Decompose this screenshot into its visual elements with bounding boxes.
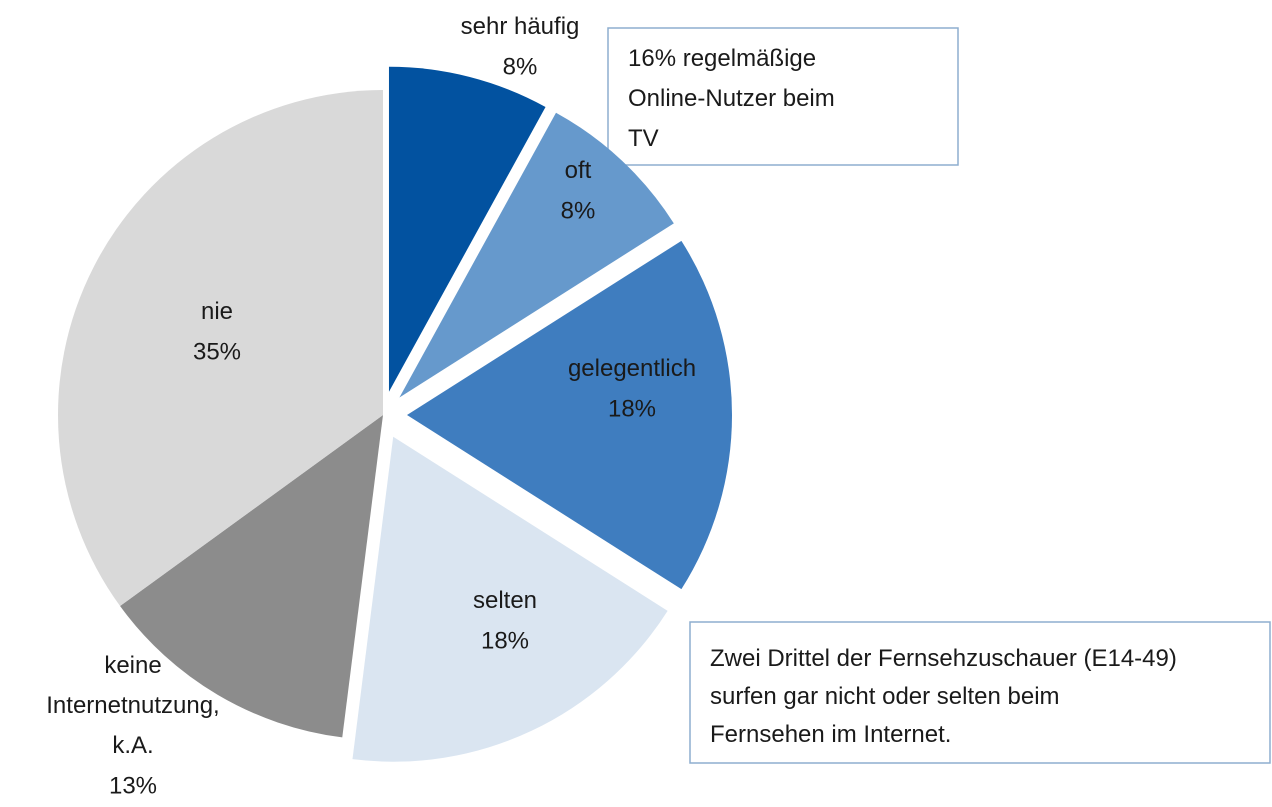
text-line: keine (104, 652, 161, 679)
slice-label: nie (201, 298, 233, 325)
text-line: Zwei Drittel der Fernsehzuschauer (E14-4… (710, 645, 1177, 672)
text-line: sehr häufig (461, 13, 580, 40)
annotation-text: Zwei Drittel der Fernsehzuschauer (E14-4… (710, 645, 1177, 748)
pie-slice (399, 112, 674, 398)
pie-slice (58, 90, 384, 607)
text-line: TV (628, 125, 659, 152)
text-line: Fernsehen im Internet. (710, 721, 951, 748)
slice-label: oft (565, 157, 592, 184)
slice-label: gelegentlich (568, 355, 696, 382)
slice-label: selten (473, 587, 537, 614)
text-line: oft (565, 157, 592, 184)
text-line: selten (473, 587, 537, 614)
pie-slice (388, 66, 546, 392)
value-label: 8% (503, 53, 538, 80)
text-line: Online-Nutzer beim (628, 85, 835, 112)
annotation-box (689, 621, 1271, 764)
text-line: Internetnutzung, (46, 692, 219, 719)
value-label: 13% (109, 772, 157, 799)
annotation-box (607, 27, 959, 166)
value-label: 8% (561, 197, 596, 224)
pie-slice (120, 415, 384, 738)
slice-label: sehr häufig (461, 13, 580, 40)
value-label: 18% (608, 395, 656, 422)
text-line: nie (201, 298, 233, 325)
value-label: 18% (481, 627, 529, 654)
text-line: 16% regelmäßige (628, 45, 816, 72)
slice-label: keine Internetnutzung, k.A. (46, 652, 219, 759)
text-line: gelegentlich (568, 355, 696, 382)
pie-slice (352, 436, 668, 762)
annotation-text: 16% regelmäßige Online-Nutzer beim TV (628, 45, 835, 152)
value-label: 35% (193, 338, 241, 365)
text-line: k.A. (112, 732, 153, 759)
pie-slice (407, 240, 732, 590)
text-line: surfen gar nicht oder selten beim (710, 683, 1060, 710)
